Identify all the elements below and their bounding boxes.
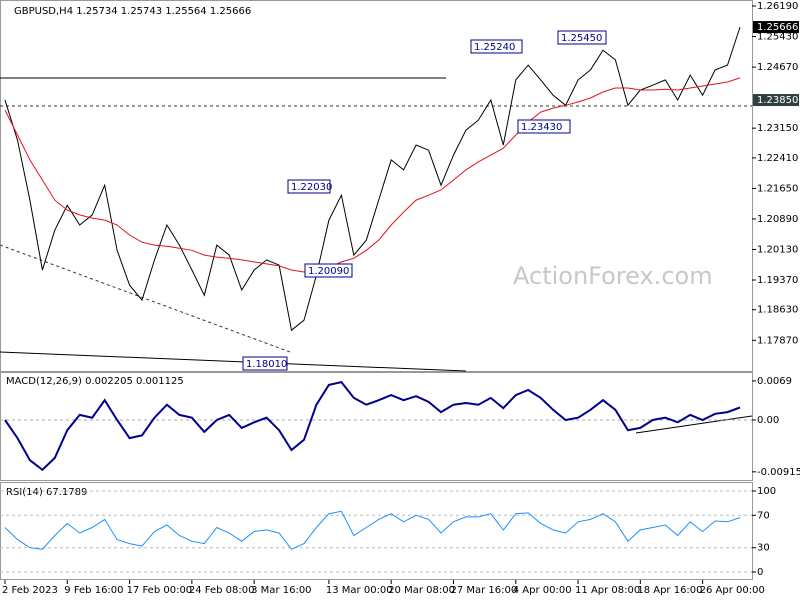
y-tick-label: 1.24670 [757,62,798,73]
annotation-box [470,39,523,54]
y-tick-label: 30 [757,543,770,554]
macd-panel [0,372,753,481]
annotation: 1.22030 [291,182,332,193]
annotation: 1.25450 [561,33,602,44]
annotation-box [242,356,288,371]
x-tick-label: 13 Mar 00:00 [326,585,393,596]
y-tick-label: 1.20130 [757,244,798,255]
x-tick-label: 18 Apr 16:00 [637,585,702,596]
rsi-panel [0,482,753,580]
annotation-box [304,263,353,278]
x-tick-label: 2 Feb 2023 [2,585,58,596]
y-tick-label: 1.21650 [757,183,798,194]
price-label: 1.25666 [757,22,798,33]
y-tick-label: 0 [757,567,763,578]
annotation-box [557,30,607,45]
x-tick-label: 17 Feb 00:00 [127,585,193,596]
price-title: GBPUSD,H4 1.25734 1.25743 1.25564 1.2566… [14,6,251,17]
y-tick-label: 1.22410 [757,153,798,164]
y-tick-label: 1.18630 [757,305,798,316]
y-tick-label: 1.19370 [757,275,798,286]
rsi-title: RSI(14) 67.1789 [6,487,87,498]
y-tick-label: 1.20890 [757,214,798,225]
price-label-box [753,21,799,34]
y-tick-label: 0.00 [757,415,779,426]
y-tick-label: 70 [757,510,770,521]
x-tick-label: 9 Feb 16:00 [64,585,123,596]
x-tick-label: 24 Feb 08:00 [189,585,255,596]
y-tick-label: 100 [757,486,776,497]
series-line [4,26,741,332]
price-label-box [753,94,799,107]
series-line [4,510,741,550]
annotation-box [287,179,331,194]
y-tick-label: 1.17870 [757,335,798,346]
x-tick-label: 27 Mar 16:00 [450,585,517,596]
x-tick-label: 4 Apr 00:00 [513,585,572,596]
y-tick-label: 1.26190 [757,1,798,12]
annotation: 1.18010 [246,359,287,370]
support-line [0,351,467,372]
y-tick-label: 1.25430 [757,32,798,43]
price-label: 1.23850 [757,95,798,106]
x-tick-label: 26 Apr 00:00 [700,585,765,596]
annotation-box [517,119,571,134]
series-line [4,380,741,472]
annotation: 1.23430 [521,122,562,133]
series-line [4,77,741,273]
annotation: 1.25240 [474,42,515,53]
y-tick-label: -0.009158 [757,467,800,478]
x-tick-label: 3 Mar 16:00 [251,585,311,596]
y-tick-label: 1.23150 [757,123,798,134]
watermark: ActionForex.com [513,262,713,290]
price-panel [0,0,753,372]
x-tick-label: 11 Apr 08:00 [575,585,640,596]
x-tick-label: 20 Mar 08:00 [388,585,455,596]
annotation: 1.20090 [308,266,349,277]
y-tick-label: 0.0069 [757,376,792,387]
macd-title: MACD(12,26,9) 0.002205 0.001125 [6,376,184,387]
macd-trend-line [635,415,753,434]
